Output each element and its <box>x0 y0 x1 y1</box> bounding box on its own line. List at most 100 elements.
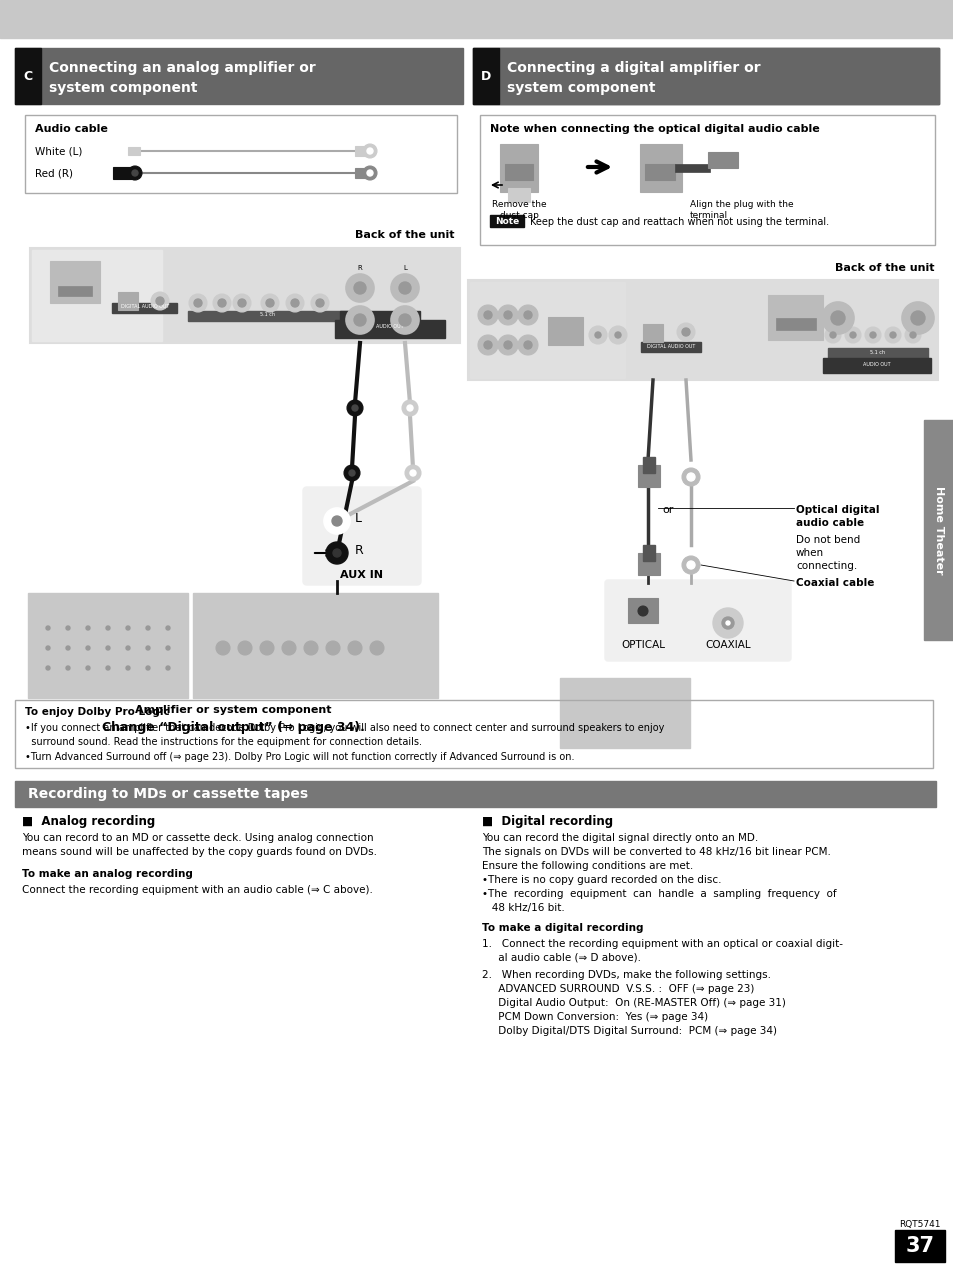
Circle shape <box>483 311 492 318</box>
Bar <box>479 115 934 245</box>
Bar <box>827 348 927 361</box>
Bar <box>468 280 937 380</box>
Bar <box>499 144 537 192</box>
Circle shape <box>260 641 274 655</box>
Text: Keep the dust cap and reattach when not using the terminal.: Keep the dust cap and reattach when not … <box>530 217 828 227</box>
Bar <box>355 168 367 178</box>
Text: Connect the recording equipment with an audio cable (⇒ C above).: Connect the recording equipment with an … <box>22 885 373 896</box>
Circle shape <box>326 541 348 564</box>
Bar <box>775 318 815 330</box>
Circle shape <box>686 473 695 482</box>
Circle shape <box>588 326 606 344</box>
Text: 2.   When recording DVDs, make the following settings.: 2. When recording DVDs, make the followi… <box>481 970 770 980</box>
Bar <box>0 0 953 38</box>
Circle shape <box>146 666 150 670</box>
Bar <box>473 48 938 104</box>
Circle shape <box>146 646 150 650</box>
Circle shape <box>410 470 416 476</box>
Circle shape <box>315 299 324 307</box>
Text: ■  Digital recording: ■ Digital recording <box>481 815 613 828</box>
Text: surround sound. Read the instructions for the equipment for connection details.: surround sound. Read the instructions fo… <box>25 736 421 747</box>
Circle shape <box>824 327 841 343</box>
Circle shape <box>483 341 492 349</box>
Circle shape <box>233 294 251 312</box>
Bar <box>335 320 444 338</box>
Circle shape <box>367 169 373 176</box>
Circle shape <box>347 400 363 417</box>
Circle shape <box>503 341 512 349</box>
Circle shape <box>367 148 373 154</box>
Circle shape <box>401 400 417 417</box>
Circle shape <box>86 626 90 631</box>
Circle shape <box>266 299 274 307</box>
Text: Ensure the following conditions are met.: Ensure the following conditions are met. <box>481 861 693 871</box>
Circle shape <box>497 335 517 355</box>
Bar <box>504 164 533 180</box>
Circle shape <box>237 641 252 655</box>
Text: 5.1 ch: 5.1 ch <box>260 312 275 317</box>
Text: ■  Analog recording: ■ Analog recording <box>22 815 155 828</box>
Bar <box>112 167 135 180</box>
Circle shape <box>909 333 915 338</box>
Circle shape <box>725 620 729 626</box>
Circle shape <box>291 299 298 307</box>
Circle shape <box>213 294 231 312</box>
Text: system component: system component <box>506 82 655 96</box>
Bar <box>470 282 624 378</box>
Text: or: or <box>661 505 673 515</box>
Text: You can record to an MD or cassette deck. Using analog connection: You can record to an MD or cassette deck… <box>22 833 374 843</box>
Circle shape <box>497 304 517 325</box>
Text: Coaxial cable: Coaxial cable <box>795 578 874 589</box>
Circle shape <box>128 166 142 180</box>
Circle shape <box>189 294 207 312</box>
Bar <box>822 358 930 373</box>
Text: •The  recording  equipment  can  handle  a  sampling  frequency  of: •The recording equipment can handle a sa… <box>481 889 836 899</box>
Text: 1.   Connect the recording equipment with an optical or coaxial digit-: 1. Connect the recording equipment with … <box>481 939 842 949</box>
Circle shape <box>352 405 357 412</box>
Circle shape <box>304 641 317 655</box>
Circle shape <box>363 144 376 158</box>
Circle shape <box>218 299 226 307</box>
Bar <box>707 152 738 168</box>
Text: To enjoy Dolby Pro Logic: To enjoy Dolby Pro Logic <box>25 707 170 717</box>
Circle shape <box>363 166 376 180</box>
Bar <box>644 164 675 180</box>
Text: R: R <box>355 544 363 558</box>
Text: RQT5741: RQT5741 <box>899 1219 940 1228</box>
FancyBboxPatch shape <box>604 580 790 661</box>
Text: To make a digital recording: To make a digital recording <box>481 922 643 933</box>
Text: C: C <box>24 70 32 83</box>
Circle shape <box>681 555 700 575</box>
Text: AUX IN: AUX IN <box>340 569 383 580</box>
Circle shape <box>615 333 620 338</box>
Circle shape <box>324 508 350 534</box>
Bar <box>638 553 659 575</box>
Bar <box>50 261 100 303</box>
Bar <box>638 465 659 487</box>
Circle shape <box>106 646 110 650</box>
Text: OPTICAL: OPTICAL <box>620 640 664 650</box>
Circle shape <box>286 294 304 312</box>
Circle shape <box>354 282 366 294</box>
Circle shape <box>86 666 90 670</box>
Text: al audio cable (⇒ D above).: al audio cable (⇒ D above). <box>481 953 640 963</box>
Bar <box>112 303 177 313</box>
Circle shape <box>156 297 164 304</box>
Circle shape <box>46 646 50 650</box>
Circle shape <box>346 306 374 334</box>
Text: •If you connect an amplifier that can decode Dolby Pro Logic, you will also need: •If you connect an amplifier that can de… <box>25 724 663 733</box>
Text: PCM Down Conversion:  Yes (⇒ page 34): PCM Down Conversion: Yes (⇒ page 34) <box>481 1012 707 1022</box>
Bar <box>32 250 162 341</box>
Bar <box>642 457 655 473</box>
Text: Recording to MDs or cassette tapes: Recording to MDs or cassette tapes <box>28 787 308 801</box>
Circle shape <box>523 341 532 349</box>
Bar <box>15 48 462 104</box>
Circle shape <box>677 324 695 341</box>
Bar <box>128 147 140 155</box>
Circle shape <box>821 302 853 334</box>
Circle shape <box>884 327 900 343</box>
Bar <box>767 296 822 340</box>
Bar <box>58 285 91 296</box>
Circle shape <box>166 626 170 631</box>
Circle shape <box>681 327 689 336</box>
